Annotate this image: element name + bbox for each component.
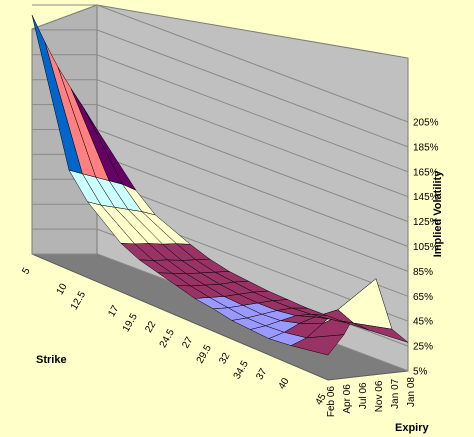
z-tick-label: 165% (413, 167, 439, 178)
z-tick-label: 205% (413, 118, 439, 129)
z-axis-title: Implied Volatility (432, 170, 444, 257)
back-gridline (96, 4, 409, 123)
implied-volatility-axis: 5% 25% 45% 65% 85% 105% 125% 145% 165% 185% 205% (413, 118, 439, 378)
expiry-tick-label: Jan 08 (406, 377, 417, 407)
expiry-tick-label: Nov 06 (374, 380, 385, 412)
expiry-tick-label: Feb 06 (326, 386, 337, 418)
back-gridline (96, 79, 409, 198)
back-gridline (96, 29, 409, 148)
z-tick-label: 5% (413, 367, 428, 378)
z-tick-label: 85% (413, 267, 433, 278)
strike-tick-label: 32 (217, 351, 232, 367)
strike-tick-label: 34.5 (232, 359, 251, 382)
back-gridline (96, 178, 409, 297)
back-gridline (96, 153, 409, 272)
surface-patch (83, 108, 137, 191)
expiry-axis: Feb 06 Apr 06 Jul 06 Nov 06 Jan 07 Jan 08 (326, 377, 417, 418)
strike-tick-label: 40 (277, 376, 292, 392)
strike-tick-label: 29.5 (195, 343, 214, 366)
strike-tick-label: 17 (106, 303, 121, 319)
z-tick-label: 105% (413, 242, 439, 253)
back-gridline (96, 104, 409, 223)
strike-tick-label: 22 (143, 319, 158, 335)
strike-tick-label: 5 (20, 266, 33, 277)
volatility-surface (31, 14, 409, 356)
z-tick-label: 45% (413, 317, 433, 328)
expiry-tick-label: Jul 06 (358, 382, 369, 409)
strike-tick-label: 27 (180, 335, 195, 351)
z-tick-label: 185% (413, 142, 439, 153)
x-axis-title: Strike (36, 354, 67, 366)
expiry-tick-label: Jan 07 (390, 378, 401, 408)
z-tick-label: 145% (413, 192, 439, 203)
expiry-tick-label: Apr 06 (342, 384, 353, 414)
strike-tick-label: 37 (254, 366, 269, 382)
z-tick-label: 65% (413, 292, 433, 303)
strike-tick-label: 12.5 (69, 289, 88, 312)
z-tick-label: 25% (413, 342, 433, 353)
back-gridline (96, 54, 409, 173)
y-axis-title: Expiry (395, 422, 430, 434)
strike-tick-label: 19.5 (121, 311, 140, 334)
strike-tick-label: 45 (314, 392, 329, 408)
strike-tick-label: 10 (55, 281, 70, 297)
z-tick-label: 125% (413, 217, 439, 228)
back-gridline (96, 129, 409, 247)
strike-tick-label: 24.5 (158, 327, 177, 350)
